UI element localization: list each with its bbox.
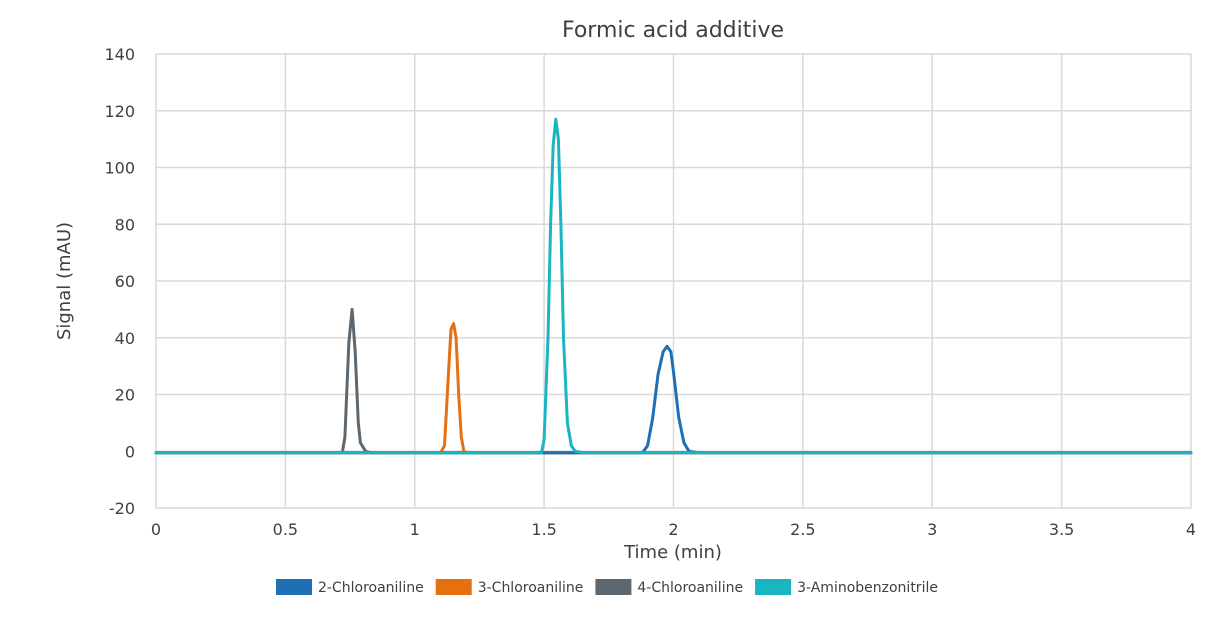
legend-item: 2-Chloroaniline xyxy=(276,579,424,596)
y-tick-label: 140 xyxy=(104,45,135,64)
y-tick-label: 0 xyxy=(125,442,135,461)
chart-title: Formic acid additive xyxy=(562,18,784,43)
y-tick-label: 80 xyxy=(115,215,135,234)
y-axis-title: Signal (mAU) xyxy=(54,222,75,340)
x-tick-label: 2.5 xyxy=(790,520,815,539)
x-axis-title: Time (min) xyxy=(623,542,722,563)
legend-swatch xyxy=(435,579,472,595)
y-tick-label: 120 xyxy=(104,102,135,121)
x-tick-label: 0 xyxy=(151,520,161,539)
series-lines xyxy=(154,117,1193,455)
series-line-2-chloroaniline xyxy=(154,344,1193,455)
legend-label: 3-Chloroaniline xyxy=(478,580,584,596)
grid-lines xyxy=(155,53,1192,509)
legend: 2-Chloroaniline 3-Chloroaniline 4-Chloroan… xyxy=(276,579,938,596)
x-tick-label: 1.5 xyxy=(531,520,556,539)
x-tick-label: 0.5 xyxy=(273,520,298,539)
x-tick-label: 3 xyxy=(927,520,937,539)
legend-label: 2-Chloroaniline xyxy=(318,580,424,596)
x-tick-label: 4 xyxy=(1186,520,1196,539)
y-tick-label: -20 xyxy=(109,499,135,518)
legend-item: 3-Aminobenzonitrile xyxy=(755,579,938,596)
legend-swatch xyxy=(755,579,792,595)
legend-label: 4-Chloroaniline xyxy=(637,580,743,596)
x-tick-label: 2 xyxy=(668,520,678,539)
x-tick-label: 3.5 xyxy=(1049,520,1074,539)
y-tick-label: 20 xyxy=(115,386,135,405)
y-tick-label: 40 xyxy=(115,329,135,348)
series-line-3-aminobenzonitrile xyxy=(154,117,1193,455)
y-tick-label: 100 xyxy=(104,159,135,178)
y-tick-label: 60 xyxy=(115,272,135,291)
legend-label: 3-Aminobenzonitrile xyxy=(797,580,938,596)
legend-item: 4-Chloroaniline xyxy=(595,579,743,596)
tick-labels: 0 0.5 1 1.5 2 2.5 3 3.5 4 -20 0 20 40 60 80 100 120 140 xyxy=(104,45,1196,539)
x-tick-label: 1 xyxy=(410,520,420,539)
legend-swatch xyxy=(595,579,632,595)
legend-item: 3-Chloroaniline xyxy=(435,579,584,596)
legend-swatch xyxy=(276,579,313,595)
